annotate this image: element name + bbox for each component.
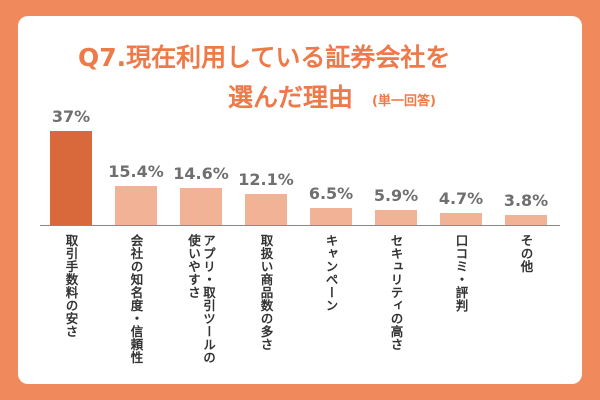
category-label: 口コミ・評判 [453, 234, 469, 312]
category-label: 会社の知名度・信頼性 [128, 234, 144, 364]
subtitle: (単一回答) [372, 94, 436, 109]
category-label: セキュリティの高さ [388, 234, 404, 351]
bar [50, 131, 92, 225]
category-label: 取引手数料の安さ [63, 234, 79, 338]
value-label: 15.4% [108, 161, 164, 181]
bar [180, 187, 222, 225]
category-label: 取扱い商品数の多さ [258, 234, 274, 351]
category-label: その他 [518, 234, 534, 273]
category-label: アプリ・取引ツールの使いやすさ [186, 234, 216, 364]
title-line: Q7.現在利用している証券会社を [78, 43, 451, 72]
baseline [40, 225, 560, 226]
bar [440, 213, 482, 225]
title-line: 選んだ理由 [228, 83, 354, 112]
value-label: 14.6% [173, 163, 229, 183]
value-label: 37% [51, 107, 91, 126]
bar [245, 194, 287, 225]
bar [375, 210, 417, 225]
category-label: キャンペーン [323, 234, 339, 312]
bar [505, 215, 547, 225]
panel [18, 16, 582, 384]
value-label: 6.5% [308, 184, 354, 204]
value-label: 3.8% [503, 191, 549, 211]
bar [115, 185, 157, 225]
bar [310, 208, 352, 225]
value-label: 4.7% [438, 189, 484, 209]
value-label: 12.1% [238, 170, 294, 190]
value-label: 5.9% [373, 186, 419, 205]
